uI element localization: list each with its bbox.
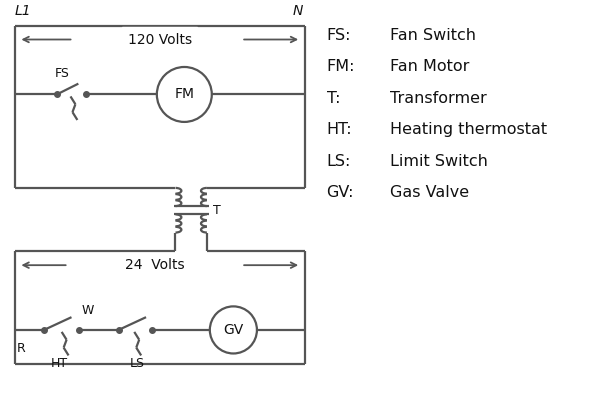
Text: N: N bbox=[293, 4, 303, 18]
Text: GV:: GV: bbox=[327, 185, 354, 200]
Text: HT:: HT: bbox=[327, 122, 352, 137]
Text: Gas Valve: Gas Valve bbox=[391, 185, 470, 200]
Text: LS:: LS: bbox=[327, 154, 351, 169]
Text: 120 Volts: 120 Volts bbox=[127, 32, 192, 46]
Text: Fan Motor: Fan Motor bbox=[391, 60, 470, 74]
Text: FM:: FM: bbox=[327, 60, 355, 74]
Text: LS: LS bbox=[130, 358, 145, 370]
Text: L1: L1 bbox=[15, 4, 31, 18]
Text: HT: HT bbox=[51, 358, 68, 370]
Text: R: R bbox=[17, 342, 25, 355]
Text: W: W bbox=[81, 304, 94, 317]
Text: Limit Switch: Limit Switch bbox=[391, 154, 489, 169]
Text: T: T bbox=[213, 204, 221, 217]
Text: FS: FS bbox=[55, 67, 70, 80]
Text: Heating thermostat: Heating thermostat bbox=[391, 122, 548, 137]
Text: Transformer: Transformer bbox=[391, 91, 487, 106]
Text: GV: GV bbox=[223, 323, 244, 337]
Text: Fan Switch: Fan Switch bbox=[391, 28, 476, 43]
Text: FS:: FS: bbox=[327, 28, 351, 43]
Text: FM: FM bbox=[174, 88, 194, 102]
Text: 24  Volts: 24 Volts bbox=[125, 258, 185, 272]
Text: T:: T: bbox=[327, 91, 340, 106]
